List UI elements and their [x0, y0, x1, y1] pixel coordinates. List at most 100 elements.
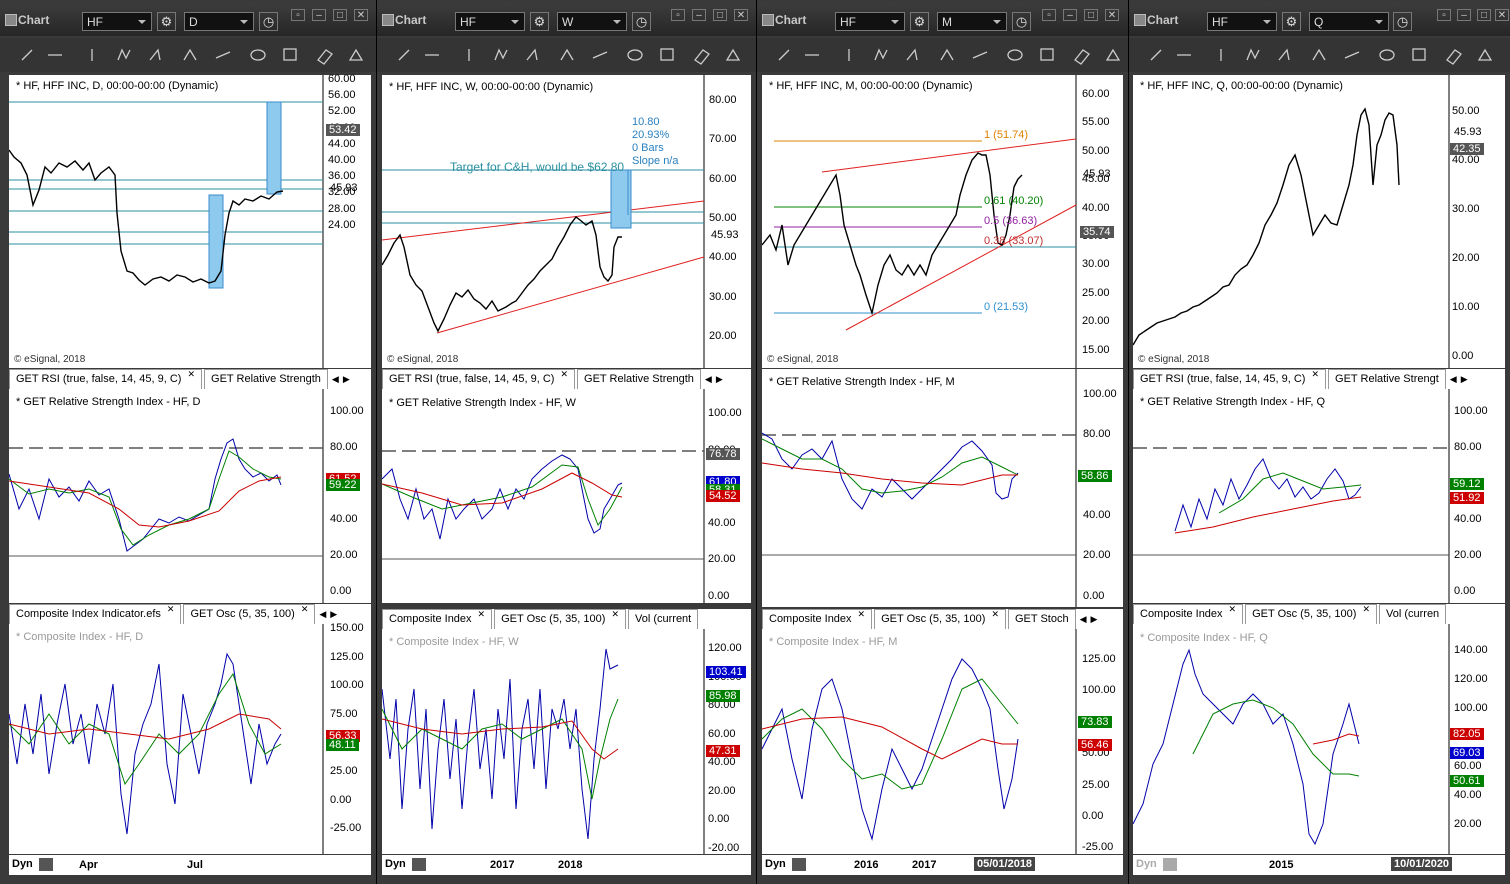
clock-icon[interactable]: ◷ — [1012, 12, 1031, 31]
tab-get-osc[interactable]: GET Osc (5, 35, 100) ✕ — [874, 609, 1006, 629]
tab-get-osc[interactable]: GET Osc (5, 35, 100) ✕ — [183, 604, 316, 624]
tab-rsi[interactable]: GET RSI (true, false, 14, 45, 9, C) ✕ — [382, 369, 576, 389]
tab-get-osc[interactable]: GET Osc (5, 35, 100) ✕ — [494, 609, 626, 629]
symbol-input[interactable]: HF — [1207, 12, 1277, 31]
tab-scroll-left-icon[interactable]: ◀ — [331, 374, 339, 384]
rsi-pane[interactable]: GET RSI (true, false, 14, 45, 9, C) ✕ GET … — [1133, 369, 1505, 603]
time-axis[interactable]: Dyn 2015 10/01/2020 — [1133, 855, 1505, 875]
restore-icon[interactable]: ▫ — [1042, 9, 1056, 21]
tab-relative-strength[interactable]: GET Relative Strengt — [1328, 369, 1446, 389]
minimize-icon[interactable]: – — [312, 9, 326, 21]
close-tab-icon[interactable]: ✕ — [1362, 604, 1370, 614]
oscillator-pane[interactable]: Composite Index Indicator.efs ✕ GET Osc (5… — [9, 604, 371, 854]
dyn-lock-icon[interactable] — [1163, 858, 1177, 871]
time-axis[interactable]: Dyn 2016 2017 05/01/2018 — [762, 855, 1123, 875]
drawing-tools-icons[interactable] — [1129, 38, 1510, 72]
close-tab-icon[interactable]: ✕ — [187, 369, 196, 379]
rsi-pane[interactable]: * GET Relative Strength Index - HF, M — [762, 369, 1123, 607]
title-bar[interactable]: Chart HF ⚙ D ◷ ▫ – □ ✕ — [0, 4, 376, 36]
close-icon[interactable]: ✕ — [734, 9, 748, 21]
rsi-pane[interactable]: GET RSI (true, false, 14, 45, 9, C) ✕ GET … — [382, 369, 751, 603]
drawing-toolbar[interactable] — [377, 38, 756, 72]
tab-scroll-right-icon[interactable]: ▶ — [1090, 614, 1098, 624]
gear-icon[interactable]: ⚙ — [157, 12, 176, 31]
interval-select[interactable]: W — [557, 12, 627, 31]
title-bar[interactable]: Chart HF ⚙ W ◷ ▫ – □ ✕ — [377, 4, 756, 36]
close-tab-icon[interactable]: ✕ — [477, 609, 486, 619]
close-icon[interactable]: ✕ — [1495, 9, 1509, 21]
maximize-icon[interactable]: □ — [713, 9, 727, 21]
dyn-lock-icon[interactable] — [412, 858, 426, 871]
tab-scroll-right-icon[interactable]: ▶ — [1460, 374, 1468, 384]
rsi-pane[interactable]: GET RSI (true, false, 14, 45, 9, C) ✕ GET … — [9, 369, 371, 603]
tab-volume[interactable]: Vol (current — [627, 609, 699, 629]
price-pane[interactable]: * HF, HFF INC, M, 00:00-00:00 (Dynamic) … — [762, 75, 1123, 368]
tab-get-osc[interactable]: GET Osc (5, 35, 100) ✕ — [1245, 604, 1377, 624]
gear-icon[interactable]: ⚙ — [530, 12, 549, 31]
close-icon[interactable]: ✕ — [1105, 9, 1119, 21]
title-bar[interactable]: Chart HF ⚙ Q ◷ ▫ – □ ✕ — [1129, 4, 1510, 36]
tab-rsi[interactable]: GET RSI (true, false, 14, 45, 9, C) ✕ — [9, 369, 203, 389]
dyn-lock-icon[interactable] — [39, 858, 53, 871]
close-tab-icon[interactable]: ✕ — [1311, 369, 1320, 379]
title-bar[interactable]: Chart HF ⚙ M ◷ ▫ – □ ✕ — [757, 4, 1128, 36]
drawing-tools-icons[interactable] — [0, 38, 376, 72]
tab-volume[interactable]: Vol (curren — [1378, 604, 1447, 624]
tab-get-stoch[interactable]: GET Stoch — [1007, 609, 1076, 629]
tab-scroll-right-icon[interactable]: ▶ — [342, 374, 350, 384]
dyn-label[interactable]: Dyn — [12, 858, 33, 870]
close-icon[interactable]: ✕ — [354, 9, 368, 21]
tab-scroll-left-icon[interactable]: ◀ — [1079, 614, 1087, 624]
price-pane[interactable]: * HF, HFF INC, Q, 00:00-00:00 (Dynamic) … — [1133, 75, 1505, 368]
drawing-tools-icons[interactable] — [757, 38, 1128, 72]
tab-rsi[interactable]: GET RSI (true, false, 14, 45, 9, C) ✕ — [1133, 369, 1327, 389]
clock-icon[interactable]: ◷ — [259, 12, 278, 31]
interval-select[interactable]: M — [937, 12, 1007, 31]
drawing-tools-icons[interactable] — [377, 38, 756, 72]
gear-icon[interactable]: ⚙ — [1282, 12, 1301, 31]
tab-composite-index[interactable]: Composite Index Indicator.efs ✕ — [9, 604, 182, 624]
drawing-toolbar[interactable] — [0, 38, 376, 72]
dyn-label[interactable]: Dyn — [1136, 858, 1157, 870]
tab-relative-strength[interactable]: GET Relative Strength — [204, 369, 328, 389]
clock-icon[interactable]: ◷ — [1393, 12, 1412, 31]
dyn-label[interactable]: Dyn — [385, 858, 406, 870]
dyn-lock-icon[interactable] — [792, 858, 806, 871]
close-tab-icon[interactable]: ✕ — [857, 609, 866, 619]
tab-scroll-left-icon[interactable]: ◀ — [1449, 374, 1457, 384]
drawing-toolbar[interactable] — [757, 38, 1128, 72]
clock-icon[interactable]: ◷ — [632, 12, 651, 31]
restore-icon[interactable]: ▫ — [291, 9, 305, 21]
maximize-icon[interactable]: □ — [1477, 9, 1491, 21]
close-tab-icon[interactable]: ✕ — [991, 609, 999, 619]
maximize-icon[interactable]: □ — [333, 9, 347, 21]
close-tab-icon[interactable]: ✕ — [300, 604, 309, 614]
restore-icon[interactable]: ▫ — [671, 9, 685, 21]
symbol-input[interactable]: HF — [455, 12, 525, 31]
oscillator-pane[interactable]: Composite Index ✕ GET Osc (5, 35, 100) ✕ GET… — [762, 609, 1123, 854]
close-tab-icon[interactable]: ✕ — [611, 609, 619, 619]
price-pane[interactable]: * HF, HFF INC, D, 00:00-00:00 (Dynamic) … — [9, 75, 371, 368]
oscillator-pane[interactable]: Composite Index ✕ GET Osc (5, 35, 100) ✕ Vol… — [382, 609, 751, 854]
close-tab-icon[interactable]: ✕ — [1228, 604, 1237, 614]
minimize-icon[interactable]: – — [692, 9, 706, 21]
time-axis[interactable]: Dyn Apr Jul — [9, 855, 371, 875]
close-tab-icon[interactable]: ✕ — [560, 369, 569, 379]
symbol-input[interactable]: HF — [835, 12, 905, 31]
tab-scroll-right-icon[interactable]: ▶ — [330, 609, 338, 619]
dyn-label[interactable]: Dyn — [765, 858, 786, 870]
close-tab-icon[interactable]: ✕ — [166, 604, 175, 614]
maximize-icon[interactable]: □ — [1084, 9, 1098, 21]
tab-composite-index[interactable]: Composite Index ✕ — [762, 609, 873, 629]
restore-icon[interactable]: ▫ — [1437, 9, 1451, 21]
tab-relative-strength[interactable]: GET Relative Strength — [577, 369, 701, 389]
tab-composite-index[interactable]: Composite Index ✕ — [1133, 604, 1244, 624]
gear-icon[interactable]: ⚙ — [910, 12, 929, 31]
drawing-toolbar[interactable] — [1129, 38, 1510, 72]
tab-scroll-left-icon[interactable]: ◀ — [704, 374, 712, 384]
symbol-input[interactable]: HF — [82, 12, 152, 31]
oscillator-pane[interactable]: Composite Index ✕ GET Osc (5, 35, 100) ✕ Vol… — [1133, 604, 1505, 854]
time-axis[interactable]: Dyn 2017 2018 — [382, 855, 751, 875]
tab-scroll-left-icon[interactable]: ◀ — [319, 609, 327, 619]
minimize-icon[interactable]: – — [1063, 9, 1077, 21]
